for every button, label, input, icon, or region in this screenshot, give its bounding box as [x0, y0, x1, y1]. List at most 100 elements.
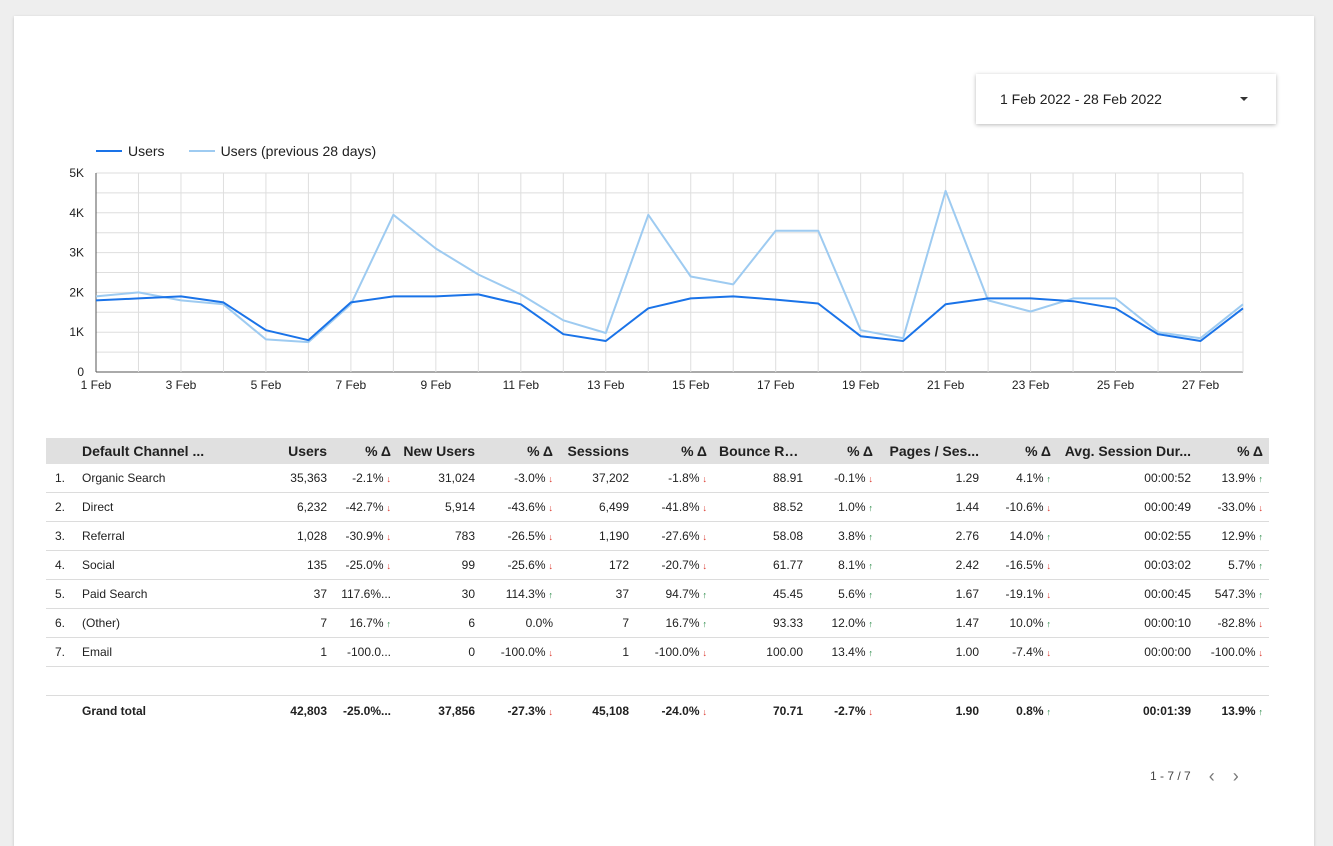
cell-value: -100.0% — [654, 645, 700, 659]
header-bounce-rate-delta[interactable]: % Δ — [809, 438, 879, 464]
header-users-delta[interactable]: % Δ — [333, 438, 397, 464]
data-point-users-previous[interactable] — [561, 318, 566, 323]
data-point-users[interactable] — [391, 294, 396, 299]
cell-value: -43.6% — [507, 500, 546, 514]
data-point-users-previous[interactable] — [688, 274, 693, 279]
cell-value: 16.7% — [665, 616, 700, 630]
cell-value: 5.7% — [1228, 558, 1256, 572]
data-point-users[interactable] — [136, 296, 141, 301]
data-point-users-previous[interactable] — [391, 212, 396, 217]
users-delta-cell: -25.0% ↓ — [333, 550, 397, 580]
data-point-users[interactable] — [688, 296, 693, 301]
data-point-users[interactable] — [816, 301, 821, 306]
data-point-users[interactable] — [94, 298, 99, 303]
date-range-picker[interactable]: 1 Feb 2022 - 28 Feb 2022 — [976, 74, 1276, 124]
pages-per-session-cell: 1.44 — [879, 492, 985, 522]
data-point-users-previous[interactable] — [518, 292, 523, 297]
data-point-users[interactable] — [731, 294, 736, 299]
data-point-users[interactable] — [1241, 306, 1246, 311]
table-row[interactable]: 7. Email 1 -100.0... 0 -100.0% ↓ 1 -100.0% ↓ 100.0… — [46, 637, 1269, 667]
table-row[interactable]: 3. Referral 1,028 -30.9% ↓ 783 -26.5% ↓ 1,190 -27… — [46, 521, 1269, 551]
header-avg-session-duration[interactable]: Avg. Session Dur... — [1057, 438, 1197, 464]
data-point-users[interactable] — [306, 338, 311, 343]
data-point-users[interactable] — [943, 302, 948, 307]
header-channel[interactable]: Default Channel ... — [76, 438, 246, 464]
header-sessions-delta[interactable]: % Δ — [635, 438, 713, 464]
cell-value: 14.0% — [1009, 529, 1044, 543]
cell-value: 12.0% — [831, 616, 866, 630]
header-users[interactable]: Users — [246, 438, 333, 464]
cell-value: -100.0% — [1210, 645, 1256, 659]
cell-value: 13.9% — [1221, 704, 1256, 718]
arrow-down-icon: ↓ — [548, 648, 554, 658]
arrow-up-icon: ↑ — [1258, 532, 1264, 542]
data-point-users[interactable] — [561, 332, 566, 337]
data-point-users-previous[interactable] — [858, 328, 863, 333]
data-point-users[interactable] — [433, 294, 438, 299]
header-avg-session-duration-delta[interactable]: % Δ — [1197, 438, 1269, 464]
arrow-down-icon: ↓ — [548, 561, 554, 571]
data-point-users[interactable] — [603, 338, 608, 343]
pages-per-session-delta-cell: 10.0% ↑ — [985, 608, 1057, 638]
legend-item-users[interactable]: Users — [96, 143, 165, 159]
cell-value: -25.0%... — [342, 704, 391, 718]
data-point-users[interactable] — [221, 300, 226, 305]
header-sessions[interactable]: Sessions — [559, 438, 635, 464]
data-point-users-previous[interactable] — [816, 228, 821, 233]
data-point-users[interactable] — [178, 294, 183, 299]
data-point-users[interactable] — [263, 328, 268, 333]
cell-value: 70.71 — [772, 704, 803, 718]
table-row[interactable]: 2. Direct 6,232 -42.7% ↓ 5,914 -43.6% ↓ 6,499 -41… — [46, 492, 1269, 522]
data-point-users-previous[interactable] — [943, 188, 948, 193]
data-point-users[interactable] — [1198, 338, 1203, 343]
header-new-users[interactable]: New Users — [397, 438, 481, 464]
data-point-users[interactable] — [646, 306, 651, 311]
cell-value: -26.5% — [507, 529, 546, 543]
data-point-users-previous[interactable] — [603, 330, 608, 335]
data-point-users-previous[interactable] — [731, 282, 736, 287]
table-row[interactable]: 4. Social 135 -25.0% ↓ 99 -25.6% ↓ 172 -20.7% ↓ 61.… — [46, 550, 1269, 580]
table-row[interactable]: 6. (Other) 7 16.7% ↑ 6 0.0% 7 16.7% ↑ 93.33 12.0% ↑ 1… — [46, 608, 1269, 638]
pages-per-session-cell: 1.47 — [879, 608, 985, 638]
header-pages-per-session-delta[interactable]: % Δ — [985, 438, 1057, 464]
cell-value: -19.1% — [1005, 587, 1044, 601]
cell-value: 3.8% — [838, 529, 866, 543]
data-point-users[interactable] — [773, 297, 778, 302]
data-point-users[interactable] — [1028, 296, 1033, 301]
data-point-users[interactable] — [858, 334, 863, 339]
table-row[interactable]: 1. Organic Search 35,363 -2.1% ↓ 31,024 -3.0% ↓… — [46, 464, 1269, 493]
cell-value: 00:00:52 — [1144, 471, 1191, 485]
arrow-down-icon: ↓ — [386, 474, 392, 484]
legend-item-users-previous[interactable]: Users (previous 28 days) — [188, 143, 376, 159]
data-point-users-previous[interactable] — [136, 290, 141, 295]
data-point-users-previous[interactable] — [646, 212, 651, 217]
header-new-users-delta[interactable]: % Δ — [481, 438, 559, 464]
data-point-users[interactable] — [901, 338, 906, 343]
data-point-users[interactable] — [1156, 332, 1161, 337]
grand-total-row[interactable]: Grand total 42,803 -25.0%... 37,856 -27.3% ↓ 4… — [46, 696, 1269, 727]
data-point-users[interactable] — [518, 302, 523, 307]
data-point-users[interactable] — [476, 292, 481, 297]
data-point-users[interactable] — [1113, 306, 1118, 311]
chevron-right-icon[interactable]: › — [1232, 766, 1239, 786]
data-point-users[interactable] — [986, 296, 991, 301]
data-point-users[interactable] — [348, 300, 353, 305]
data-point-users[interactable] — [1071, 299, 1076, 304]
channel-name: Direct — [76, 492, 246, 522]
data-point-users-previous[interactable] — [476, 272, 481, 277]
data-point-users-previous[interactable] — [433, 246, 438, 251]
header-pages-per-session[interactable]: Pages / Ses... — [879, 438, 985, 464]
data-point-users-previous[interactable] — [773, 228, 778, 233]
sessions-cell: 6,499 — [559, 492, 635, 522]
data-point-users-previous[interactable] — [263, 337, 268, 342]
cell-value: 114.3% — [505, 587, 546, 601]
arrow-down-icon: ↓ — [868, 474, 874, 484]
new-users-delta-cell: -25.6% ↓ — [481, 550, 559, 580]
data-point-users-previous[interactable] — [1028, 309, 1033, 314]
chevron-left-icon[interactable]: ‹ — [1208, 766, 1215, 786]
cell-value: -10.6% — [1005, 500, 1044, 514]
table-row[interactable]: 5. Paid Search 37 117.6%... 30 114.3% ↑ 37 94.7%… — [46, 579, 1269, 609]
data-point-users-previous[interactable] — [1113, 296, 1118, 301]
arrow-up-icon: ↑ — [868, 532, 874, 542]
header-bounce-rate[interactable]: Bounce Ra... — [713, 438, 809, 464]
